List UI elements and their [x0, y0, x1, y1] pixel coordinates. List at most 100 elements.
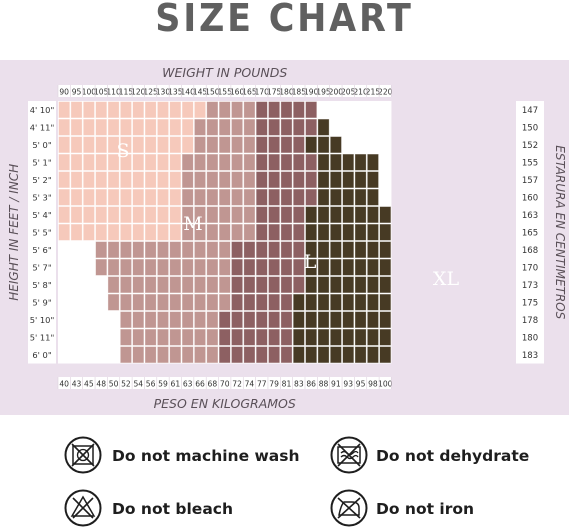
size-cell-l [243, 346, 256, 364]
size-cell-m [95, 258, 108, 276]
size-cell-m [206, 346, 219, 364]
size-cell-s [169, 188, 182, 206]
size-cell-xl [379, 206, 392, 224]
size-cell-s [157, 206, 169, 224]
size-cell-m [231, 171, 244, 189]
size-cell-xl [366, 223, 379, 241]
size-cell-s [70, 136, 83, 154]
size-cell-m [144, 241, 157, 259]
size-cell-m [218, 223, 231, 241]
size-cell-xl [342, 293, 355, 311]
size-cell-l [268, 223, 281, 241]
size-cell-l [292, 258, 305, 276]
size-cell-l [305, 153, 318, 171]
kilograms-tick: 88 [319, 380, 329, 389]
size-cell-m [157, 241, 169, 259]
size-cell-xl [317, 328, 330, 346]
size-cell-xl [354, 188, 367, 206]
size-cell-m [132, 293, 145, 311]
size-cell-m [107, 258, 120, 276]
size-cell-l [255, 171, 268, 189]
size-cell-m [194, 153, 206, 171]
size-cell-m [206, 223, 219, 241]
size-cell-l [231, 293, 244, 311]
size-cell-m [231, 223, 244, 241]
cm-tick: 147 [522, 106, 538, 116]
size-cell-xl [329, 241, 342, 259]
size-cell-m [194, 293, 206, 311]
size-label-xl: XL [433, 268, 460, 290]
pounds-tick: 125 [143, 88, 158, 97]
pounds-tick: 105 [94, 88, 109, 97]
size-cell-m [194, 241, 206, 259]
size-cell-xl [329, 276, 342, 294]
size-cell-s [119, 223, 132, 241]
size-cell-l [305, 101, 318, 119]
pounds-tick: 110 [106, 88, 121, 97]
size-cell-s [119, 101, 132, 119]
size-cell-m [95, 241, 108, 259]
size-cell-l [255, 346, 268, 364]
size-cell-xl [305, 328, 318, 346]
pounds-tick: 170 [255, 88, 270, 97]
size-cell-m [206, 241, 219, 259]
size-cell-m [132, 241, 145, 259]
size-cell-xl [342, 258, 355, 276]
size-cell-s [119, 118, 132, 136]
size-cell-xl [305, 241, 318, 259]
size-cell-xl [329, 258, 342, 276]
size-cell-s [132, 136, 145, 154]
size-cell-s [82, 118, 95, 136]
size-cell-s [95, 171, 108, 189]
cm-strip [516, 101, 544, 364]
size-cell-m [157, 311, 169, 329]
size-cell-l [268, 241, 281, 259]
size-cell-m [206, 276, 219, 294]
page-title: SIZE CHART [155, 0, 414, 40]
pounds-tick: 150 [205, 88, 220, 97]
size-cell-l [255, 153, 268, 171]
size-cell-l [268, 276, 281, 294]
size-cell-s [107, 153, 120, 171]
size-cell-m [194, 136, 206, 154]
size-cell-m [231, 136, 244, 154]
size-cell-xl [354, 346, 367, 364]
x-title-top: WEIGHT IN POUNDS [162, 65, 287, 80]
size-cell-xl [342, 171, 355, 189]
feet-tick: 5' 1" [32, 157, 51, 167]
size-cell-s [95, 101, 108, 119]
size-cell-xl [305, 206, 318, 224]
size-cell-m [169, 276, 182, 294]
size-cell-s [169, 118, 182, 136]
size-cell-xl [342, 328, 355, 346]
cm-tick: 165 [522, 228, 538, 238]
size-cell-xl [366, 276, 379, 294]
care-label-bleach: Do not bleach [112, 500, 234, 518]
size-cell-xl [366, 258, 379, 276]
size-cell-m [181, 293, 194, 311]
size-cell-m [206, 136, 219, 154]
size-cell-m [194, 311, 206, 329]
size-cell-m [206, 206, 219, 224]
no-machine-wash-icon [64, 436, 102, 478]
size-cell-m [218, 188, 231, 206]
size-cell-l [280, 276, 293, 294]
size-cell-s [132, 118, 145, 136]
size-cell-xl [305, 311, 318, 329]
size-cell-s [132, 153, 145, 171]
size-cell-l [280, 293, 293, 311]
size-cell-m [243, 118, 256, 136]
size-cell-m [231, 206, 244, 224]
size-cell-s [58, 206, 71, 224]
size-cell-m [144, 276, 157, 294]
size-cell-s [132, 206, 145, 224]
feet-tick: 5' 9" [32, 297, 51, 307]
kilograms-tick: 50 [109, 380, 119, 389]
size-cell-l [292, 136, 305, 154]
size-cell-s [169, 206, 182, 224]
y-title-left: HEIGHT IN FEET / INCH [7, 164, 21, 301]
size-cell-xl [354, 223, 367, 241]
size-cell-m [144, 293, 157, 311]
size-cell-xl [342, 188, 355, 206]
size-cell-l [305, 118, 318, 136]
